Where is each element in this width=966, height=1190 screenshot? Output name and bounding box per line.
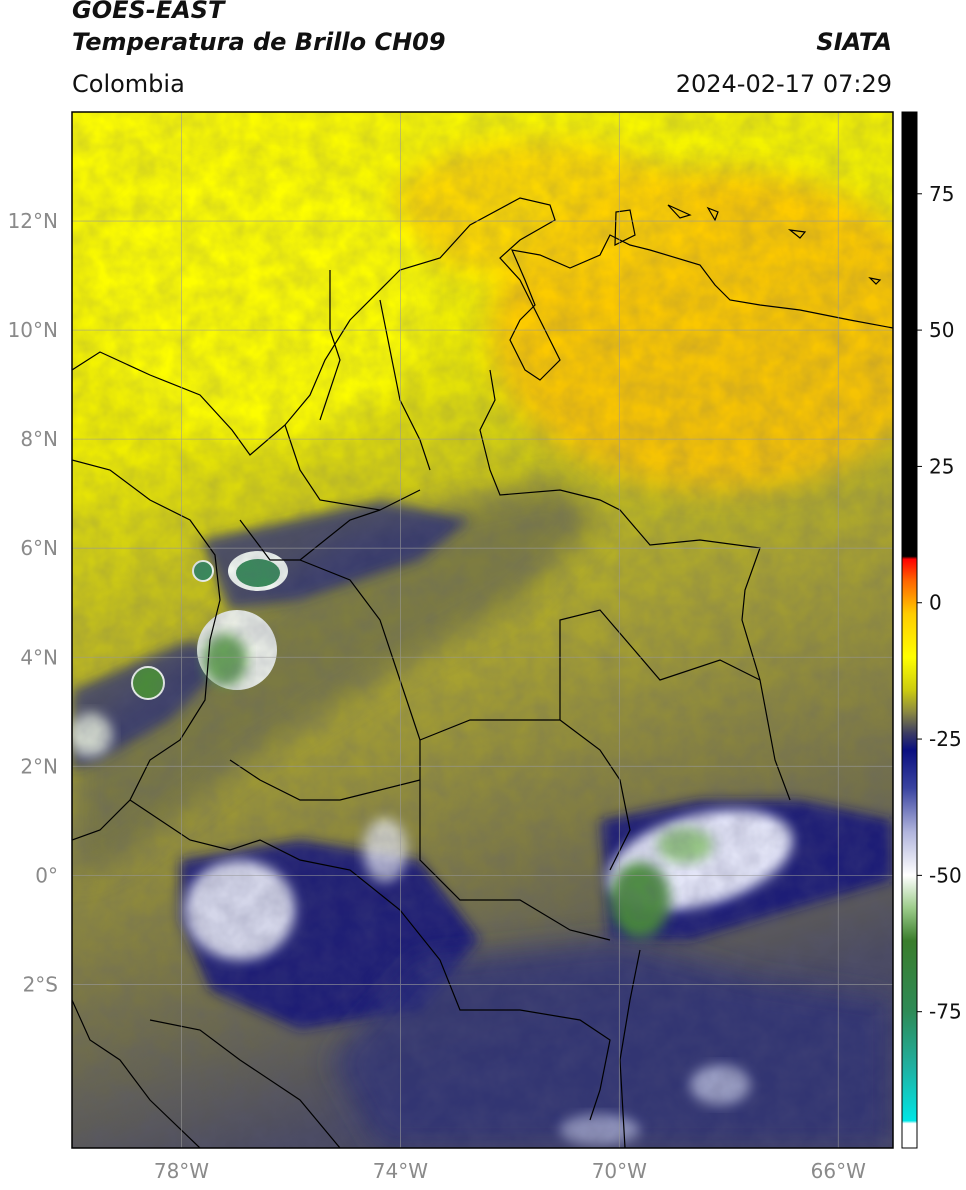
colorbar-label: 50 bbox=[929, 318, 954, 342]
datetime-label: 2024-02-17 07:29 bbox=[675, 70, 892, 98]
latitude-label: 10°N bbox=[8, 318, 58, 342]
map-frame bbox=[71, 111, 894, 1149]
longitude-label: 74°W bbox=[373, 1159, 428, 1183]
latitude-label: 0° bbox=[35, 863, 58, 887]
satellite-title: GOES-EAST bbox=[72, 0, 225, 24]
longitude-label: 78°W bbox=[154, 1159, 209, 1183]
graticule bbox=[72, 112, 893, 1148]
colorbar-label: 75 bbox=[929, 182, 954, 206]
colorbar-label: -75 bbox=[929, 1000, 962, 1024]
longitude-label: 66°W bbox=[811, 1159, 866, 1183]
colorbar-label: -25 bbox=[929, 727, 962, 751]
latitude-label: 4°N bbox=[20, 645, 58, 669]
colorbar-label: 0 bbox=[929, 591, 942, 615]
longitude-label: 70°W bbox=[592, 1159, 647, 1183]
product-title: Temperatura de Brillo CH09 bbox=[72, 28, 446, 56]
colorbar-label: -50 bbox=[929, 863, 962, 887]
latitude-label: 8°N bbox=[20, 427, 58, 451]
latitude-label: 2°S bbox=[23, 972, 58, 996]
latitude-label: 12°N bbox=[8, 209, 58, 233]
longitude-labels: 78°W 74°W 70°W 66°W bbox=[154, 1159, 866, 1183]
colorbar-label: 25 bbox=[929, 454, 954, 478]
region-label: Colombia bbox=[72, 70, 185, 98]
colorbar: 75 50 25 0 -25 -50 -75 bbox=[901, 111, 962, 1149]
map-image bbox=[72, 112, 893, 1148]
brand-label: SIATA bbox=[816, 28, 892, 56]
latitude-labels: 12°N 10°N 8°N 6°N 4°N 2°N 0° 2°S bbox=[8, 209, 58, 996]
borders bbox=[72, 197, 893, 1148]
latitude-label: 6°N bbox=[20, 536, 58, 560]
latitude-label: 2°N bbox=[20, 754, 58, 778]
